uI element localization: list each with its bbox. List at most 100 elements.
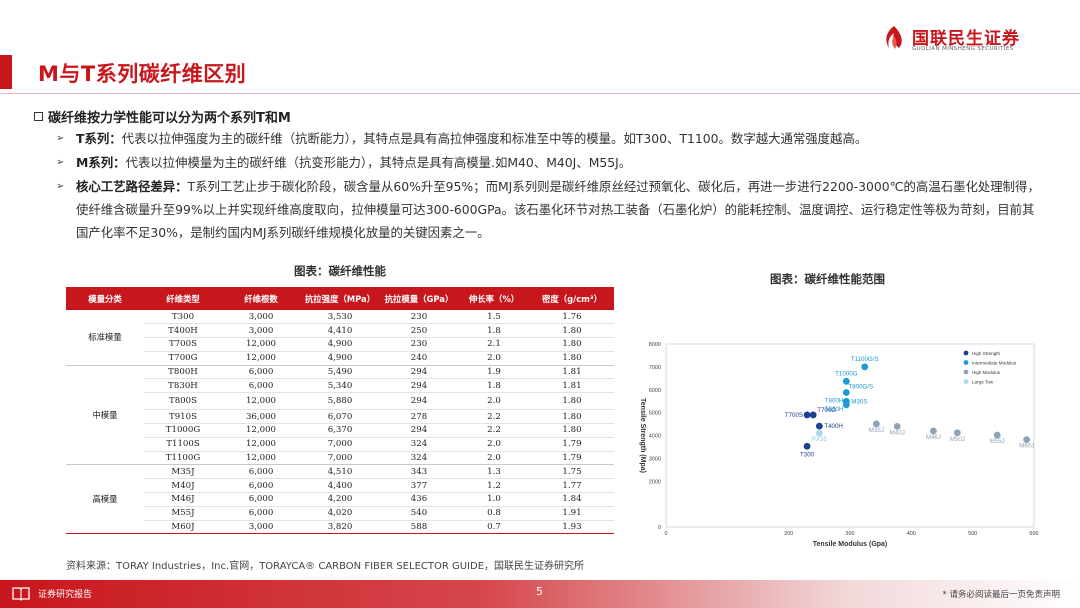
data-point: [1023, 436, 1031, 444]
x-tick-label: 600: [1029, 531, 1038, 537]
table-cell: 1.81: [530, 365, 614, 380]
table-cell: 12,000: [222, 392, 300, 411]
table-row: T1100G 12,000 7,000 324 2.0 1.79: [66, 451, 614, 466]
table-cell: 1.3: [458, 464, 530, 480]
data-point: [815, 422, 823, 430]
bullet-m-series: ➢ M系列：代表以拉伸模量为主的碳纤维（抗变形能力），其特点是具有高模量.如M4…: [56, 151, 1046, 174]
y-tick-label: 7000: [649, 365, 661, 371]
table-cell: 1.80: [530, 337, 614, 352]
table-cell: 6,000: [222, 478, 300, 494]
table-row: T700S 12,000 4,900 230 2.1 1.80: [66, 337, 614, 352]
table-cell: 3,000: [222, 323, 300, 339]
table-cell: 588: [380, 520, 458, 535]
table-cell: 3,530: [300, 310, 380, 325]
x-tick-label: 0: [664, 531, 667, 537]
scatter-chart: 0 2000 3000 4000 5000 6000 7000 8000 0 200 300 400 5…: [632, 332, 1044, 552]
table-cell: 4,400: [300, 478, 380, 494]
y-tick-label: 8000: [649, 342, 661, 348]
table-cell: 2.0: [458, 451, 530, 466]
table-cell: T1000G: [144, 423, 222, 438]
data-point: [815, 429, 823, 437]
table-cell: T910S: [144, 409, 222, 425]
legend-label: Large Tow: [972, 379, 994, 384]
table-row: M46J 6,000 4,200 436 1.0 1.84: [66, 492, 614, 507]
table-cell: 4,200: [300, 492, 380, 507]
point-label: T400H: [824, 423, 843, 430]
point-label: M35J: [869, 427, 884, 434]
x-tick-label: 400: [907, 531, 916, 537]
table-cell: 2.2: [458, 409, 530, 425]
table-cell: 12,000: [222, 451, 300, 466]
point-label: T700S: [785, 412, 803, 419]
point-label: M30S: [851, 398, 867, 405]
company-logo: 国联民生证券 GUOLIAN MINSHENG SECURITIES: [880, 22, 1045, 56]
page-footer: 证券研究报告 5 * 请务必阅读最后一页免责声明: [0, 580, 1080, 608]
point-label: M40J: [890, 429, 905, 436]
bullet-process-difference: ➢ 核心工艺路径差异：T系列工艺止步于碳化阶段，碳含量从60%升至95%；而MJ…: [56, 175, 1046, 244]
table-row: T700G 12,000 4,900 240 2.0 1.80: [66, 351, 614, 366]
table-row: M60J 3,000 3,820 588 0.7 1.93: [66, 520, 614, 535]
table-cell: 1.9: [458, 365, 530, 380]
footer-label: 证券研究报告: [38, 590, 93, 600]
table-cell: 1.80: [530, 392, 614, 411]
table-cell: 1.79: [530, 451, 614, 466]
x-tick-label: 300: [845, 531, 854, 537]
point-label: M55J: [990, 438, 1005, 445]
data-point: [861, 363, 869, 371]
point-label: M46J: [926, 434, 941, 441]
table-caption: 图表：碳纤维性能: [294, 264, 386, 278]
data-point: [803, 411, 811, 419]
table-cell: 250: [380, 323, 458, 339]
table-cell: 1.76: [530, 310, 614, 325]
table-cell: 1.79: [530, 437, 614, 452]
legend-label: Intermediate Modulus: [972, 360, 1017, 365]
point-label: M50J: [950, 436, 965, 443]
point-label: T800H: [825, 397, 844, 404]
header-cell: 纤维类型: [144, 287, 222, 310]
x-tick-label: 500: [968, 531, 977, 537]
table-row: M55J 6,000 4,020 540 0.8 1.91: [66, 506, 614, 521]
point-label: T1000G: [835, 370, 858, 377]
table-cell: 6,000: [222, 378, 300, 394]
table-header-row: 模量分类 纤维类型 纤维根数 抗拉强度（MPa） 抗拉模量（GPa） 伸长率（%…: [66, 287, 614, 310]
table-cell: 7,000: [300, 451, 380, 466]
header-cell: 抗拉强度（MPa）: [300, 287, 380, 310]
bullet-text: 代表以拉伸强度为主的碳纤维（抗断能力），其特点是具有高拉伸强度和标准至中等的模量…: [121, 131, 868, 146]
table-cell: 6,070: [300, 409, 380, 425]
table-cell: 4,900: [300, 351, 380, 366]
header-cell: 密度（g/cm³）: [530, 287, 614, 310]
point-label: T830H: [825, 406, 844, 413]
table-cell: 3,820: [300, 520, 380, 535]
category-cell: 高模量: [66, 464, 144, 535]
chart-caption: 图表：碳纤维性能范围: [770, 272, 885, 286]
table-cell: 324: [380, 451, 458, 466]
table-cell: 2.0: [458, 392, 530, 411]
page-title: M与T系列碳纤维区别: [38, 62, 247, 86]
table-cell: T300: [144, 310, 222, 325]
table-cell: 1.80: [530, 323, 614, 339]
table-cell: 1.2: [458, 478, 530, 494]
table-cell: 278: [380, 409, 458, 425]
table-cell: 1.91: [530, 506, 614, 521]
data-point: [893, 422, 901, 430]
table-row: 中模量 T800H 6,000 5,490 294 1.9 1.81: [66, 365, 614, 466]
table-row: 标准模量 T300 3,000 3,530 230 1.5 1.76: [66, 310, 614, 366]
table-row: T1000G 12,000 6,370 294 2.2 1.80: [66, 423, 614, 438]
table-cell: M55J: [144, 506, 222, 521]
table-cell: 6,000: [222, 506, 300, 521]
point-label: M60J: [1019, 443, 1034, 450]
table-cell: 0.8: [458, 506, 530, 521]
y-axis-label: Tensile Strength (Mpa): [639, 398, 646, 473]
table-cell: 12,000: [222, 437, 300, 452]
table-cell: 1.5: [458, 310, 530, 325]
table-row: 高模量 M35J 6,000 4,510 343 1.3 1.75: [66, 464, 614, 535]
data-source-note: 资料来源：TORAY Industries，Inc.官网，TORAYCA® CA…: [66, 561, 585, 572]
table-cell: M60J: [144, 520, 222, 535]
table-cell: 230: [380, 337, 458, 352]
point-label: T300: [800, 451, 815, 458]
y-tick-label: 3000: [649, 456, 661, 462]
section-heading-text: 碳纤维按力学性能可以分为两个系列T和M: [48, 111, 291, 126]
arrow-bullet-icon: ➢: [56, 157, 65, 168]
table-cell: 12,000: [222, 337, 300, 352]
table-cell: 324: [380, 437, 458, 452]
